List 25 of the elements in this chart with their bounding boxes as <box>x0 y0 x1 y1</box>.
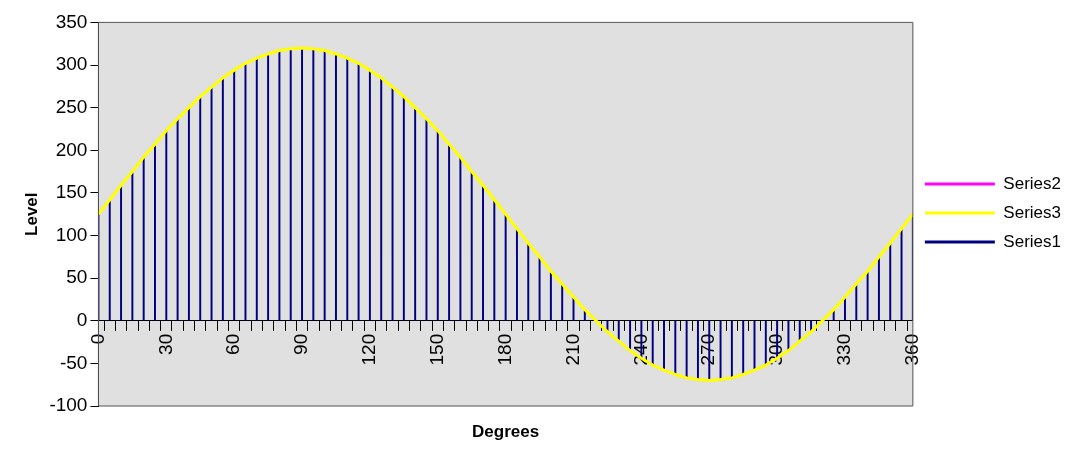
x-tick-label: 120 <box>358 333 380 366</box>
y-tick-label: 350 <box>55 10 88 32</box>
y-tick-label: 0 <box>76 308 88 330</box>
y-tick-label: 300 <box>55 53 88 75</box>
y-tick-label: 200 <box>55 138 88 160</box>
x-tick-label: 330 <box>833 333 855 366</box>
y-tick-label: 150 <box>55 181 88 203</box>
legend-label: Series2 <box>1003 173 1061 193</box>
x-tick-label: 0 <box>86 333 108 345</box>
x-tick-label: 90 <box>290 333 312 355</box>
x-tick-label: 30 <box>154 333 176 355</box>
y-tick-label: 100 <box>55 223 88 245</box>
y-tick-label: -50 <box>59 351 88 373</box>
y-tick-label: 250 <box>55 95 88 117</box>
x-tick-label: 360 <box>901 333 923 366</box>
x-axis-title: Degrees <box>472 421 540 441</box>
y-tick-label: 50 <box>66 266 88 288</box>
x-tick-label: 210 <box>561 333 583 366</box>
x-tick-label: 150 <box>426 333 448 366</box>
legend-label: Series3 <box>1003 202 1061 222</box>
y-tick-label: -100 <box>49 394 88 416</box>
legend-label: Series1 <box>1003 231 1061 251</box>
x-tick-label: 60 <box>222 333 244 355</box>
y-axis-title: Level <box>21 192 41 236</box>
x-tick-label: 180 <box>493 333 515 366</box>
